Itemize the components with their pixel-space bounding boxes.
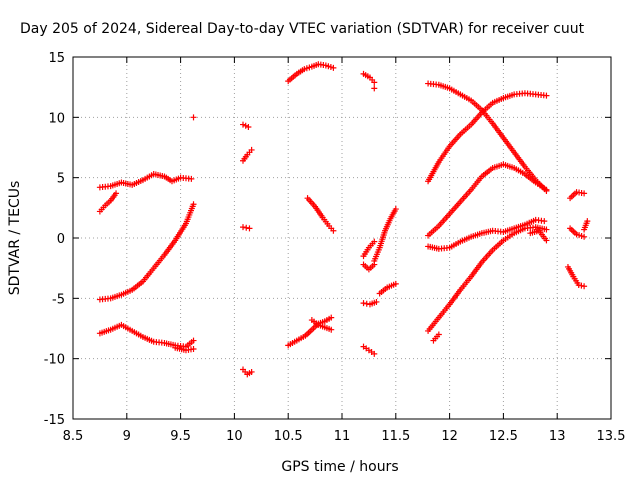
data-point [188,175,195,182]
data-point [435,331,442,338]
series-track-31 [567,225,588,240]
series-track-26 [425,216,548,252]
data-point [248,368,255,375]
tick-labels: 8.5 9 9.5 10 10.5 11 11.5 12 12.5 13 13.5 -15 -10 -5 0… [44,51,626,444]
data-point [543,92,550,99]
data-point [541,218,548,225]
series-track-25 [425,161,550,239]
series-track-17 [360,238,378,260]
data-point [240,121,247,128]
x-tick-label: 12.5 [489,429,518,444]
data-point [392,280,399,287]
x-tick-label: 11.5 [381,429,410,444]
grid-lines [73,57,611,419]
y-tick-label: -15 [44,413,65,428]
data-point [373,298,380,305]
data-point [581,233,588,240]
data-point [248,146,255,153]
series-track-19 [371,206,399,264]
data-point [360,300,367,307]
data-point [371,79,378,86]
data-point [330,64,337,71]
x-tick-label: 13 [549,429,566,444]
series-track-12 [304,195,337,234]
y-tick-label: 0 [57,232,65,247]
series-track-5 [172,344,197,354]
y-tick-label: 10 [48,111,65,126]
series-track-6 [190,114,197,121]
data-point [392,206,399,213]
series-track-14 [308,317,335,333]
x-tick-label: 11 [334,429,351,444]
sample-marker [243,224,250,231]
data-point [371,238,378,245]
y-tick-label: -10 [44,353,65,368]
sample-marker [242,122,249,129]
series-track-1 [96,171,195,191]
y-tick-label: 5 [57,172,65,187]
series-track-24 [425,90,550,185]
series-track-33 [564,263,588,290]
y-axis-label: SDTVAR / TECUs [7,181,23,296]
data-point [240,224,247,231]
sample-marker [363,300,370,307]
data-point [371,350,378,357]
plot-frame [72,56,612,420]
data-point [113,190,120,197]
x-tick-label: 9 [123,429,131,444]
data-point [245,123,252,130]
series-track-9 [240,224,253,232]
x-tick-label: 10 [226,429,243,444]
data-point [328,314,335,321]
plot-series [96,61,591,378]
series-track-15 [360,70,378,86]
series-track-10 [240,366,255,378]
series-track-4 [96,321,197,350]
series-track-32 [581,218,591,233]
y-tick-label: 15 [48,51,65,66]
series-track-11 [285,61,337,85]
series-track-13 [285,314,335,349]
data-point [190,337,197,344]
data-point [190,114,197,121]
series-track-16 [371,85,378,92]
data-point [575,282,582,289]
data-point [371,85,378,92]
data-point [328,326,335,333]
data-point [581,190,588,197]
data-point [581,283,588,290]
y-tick-label: -5 [52,292,65,307]
series-track-8 [240,146,255,164]
series-track-20 [360,298,380,308]
series-track-21 [376,280,399,297]
data-point [543,186,550,193]
series-track-29 [527,227,550,244]
series-track-18 [360,261,378,273]
data-point [246,225,253,232]
data-point [330,227,337,234]
data-point [543,237,550,244]
data-point [543,226,550,233]
data-point [190,346,197,353]
data-point [190,201,197,208]
series-track-3 [96,201,197,303]
series-track-7 [240,121,252,130]
x-tick-label: 9.5 [170,429,191,444]
x-tick-label: 8.5 [63,429,84,444]
data-point [584,218,591,225]
series-track-27 [425,224,550,334]
x-tick-label: 13.5 [597,429,626,444]
series-track-28 [430,331,442,344]
x-tick-label: 10.5 [274,429,303,444]
series-track-22 [360,343,378,357]
chart-title: Day 205 of 2024, Sidereal Day-to-day VTE… [20,21,585,37]
series-track-30 [567,189,588,202]
sample-marker [578,282,585,289]
series-track-2 [96,190,120,215]
x-axis-label: GPS time / hours [281,459,398,475]
x-tick-label: 12 [441,429,458,444]
